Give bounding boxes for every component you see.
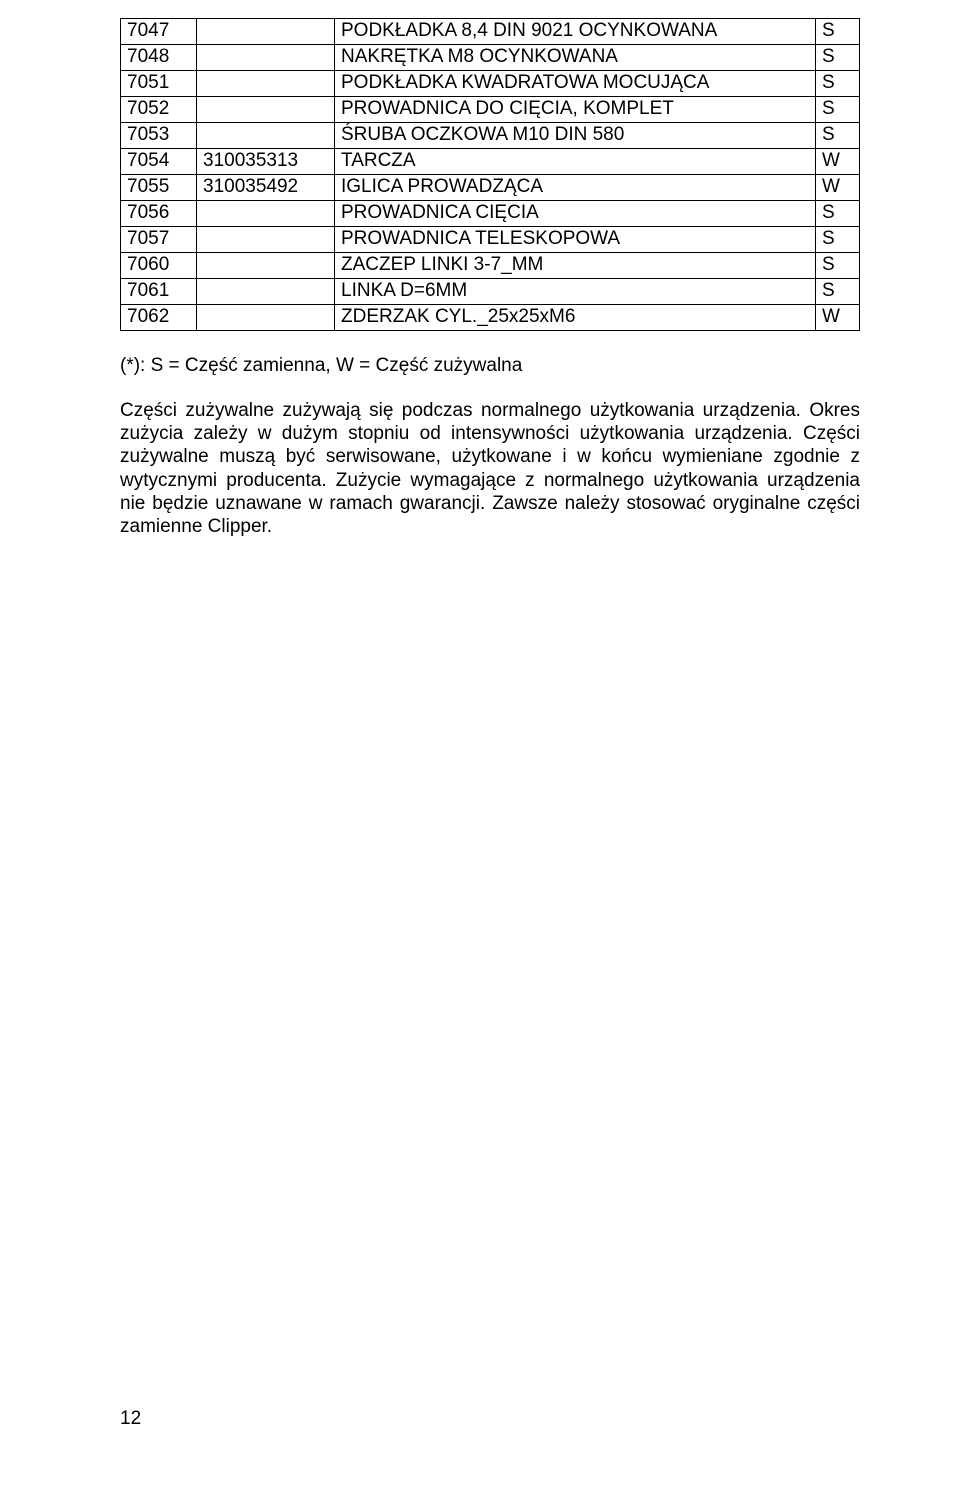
table-row: 7061 LINKA D=6MMS — [121, 279, 860, 305]
cell-partnumber — [197, 201, 335, 227]
cell-sw: S — [816, 97, 860, 123]
table-row: 7056 PROWADNICA CIĘCIAS — [121, 201, 860, 227]
cell-code: 7053 — [121, 123, 197, 149]
cell-sw: S — [816, 227, 860, 253]
table-row: 7055310035492IGLICA PROWADZĄCAW — [121, 175, 860, 201]
table-row: 7057 PROWADNICA TELESKOPOWAS — [121, 227, 860, 253]
cell-description: ZDERZAK CYL._25x25xM6 — [335, 305, 816, 331]
cell-partnumber — [197, 279, 335, 305]
cell-partnumber — [197, 71, 335, 97]
cell-sw: S — [816, 45, 860, 71]
wear-parts-paragraph: Części zużywalne zużywają się podczas no… — [120, 399, 860, 538]
table-row: 7048 NAKRĘTKA M8 OCYNKOWANAS — [121, 45, 860, 71]
cell-sw: S — [816, 71, 860, 97]
parts-table: 7047PODKŁADKA 8,4 DIN 9021 OCYNKOWANAS70… — [120, 18, 860, 331]
cell-code: 7061 — [121, 279, 197, 305]
cell-partnumber: 310035313 — [197, 149, 335, 175]
cell-code: 7054 — [121, 149, 197, 175]
cell-code: 7060 — [121, 253, 197, 279]
cell-description: LINKA D=6MM — [335, 279, 816, 305]
table-row: 7051 PODKŁADKA KWADRATOWA MOCUJĄCAS — [121, 71, 860, 97]
cell-partnumber — [197, 305, 335, 331]
table-row: 7060 ZACZEP LINKI 3-7_MMS — [121, 253, 860, 279]
cell-code: 7051 — [121, 71, 197, 97]
cell-sw: W — [816, 305, 860, 331]
cell-description: IGLICA PROWADZĄCA — [335, 175, 816, 201]
cell-code: 7062 — [121, 305, 197, 331]
cell-description: PROWADNICA CIĘCIA — [335, 201, 816, 227]
cell-code: 7055 — [121, 175, 197, 201]
cell-description: PODKŁADKA KWADRATOWA MOCUJĄCA — [335, 71, 816, 97]
table-row: 7054310035313TARCZAW — [121, 149, 860, 175]
parts-table-body: 7047PODKŁADKA 8,4 DIN 9021 OCYNKOWANAS70… — [121, 19, 860, 331]
cell-description: NAKRĘTKA M8 OCYNKOWANA — [335, 45, 816, 71]
cell-code: 7052 — [121, 97, 197, 123]
table-row: 7062 ZDERZAK CYL._25x25xM6W — [121, 305, 860, 331]
cell-partnumber — [197, 123, 335, 149]
cell-partnumber: 310035492 — [197, 175, 335, 201]
cell-code: 7047 — [121, 19, 197, 45]
table-row: 7052 PROWADNICA DO CIĘCIA, KOMPLETS — [121, 97, 860, 123]
cell-description: ŚRUBA OCZKOWA M10 DIN 580 — [335, 123, 816, 149]
cell-sw: S — [816, 19, 860, 45]
page: 7047PODKŁADKA 8,4 DIN 9021 OCYNKOWANAS70… — [0, 0, 960, 1488]
cell-code: 7056 — [121, 201, 197, 227]
cell-partnumber — [197, 253, 335, 279]
cell-sw: S — [816, 201, 860, 227]
cell-sw: S — [816, 279, 860, 305]
table-row: 7047 PODKŁADKA 8,4 DIN 9021 OCYNKOWANAS — [121, 19, 860, 45]
cell-partnumber — [197, 45, 335, 71]
cell-description: PROWADNICA TELESKOPOWA — [335, 227, 816, 253]
cell-partnumber — [197, 97, 335, 123]
cell-partnumber — [197, 19, 335, 45]
cell-sw: S — [816, 253, 860, 279]
legend-note: (*): S = Część zamienna, W = Część zużyw… — [120, 355, 860, 377]
cell-description: ZACZEP LINKI 3-7_MM — [335, 253, 816, 279]
cell-sw: S — [816, 123, 860, 149]
cell-description: PROWADNICA DO CIĘCIA, KOMPLET — [335, 97, 816, 123]
cell-sw: W — [816, 149, 860, 175]
cell-description: PODKŁADKA 8,4 DIN 9021 OCYNKOWANA — [335, 19, 816, 45]
cell-sw: W — [816, 175, 860, 201]
table-row: 7053 ŚRUBA OCZKOWA M10 DIN 580S — [121, 123, 860, 149]
cell-code: 7048 — [121, 45, 197, 71]
cell-partnumber — [197, 227, 335, 253]
cell-code: 7057 — [121, 227, 197, 253]
page-number: 12 — [120, 1408, 141, 1430]
cell-description: TARCZA — [335, 149, 816, 175]
